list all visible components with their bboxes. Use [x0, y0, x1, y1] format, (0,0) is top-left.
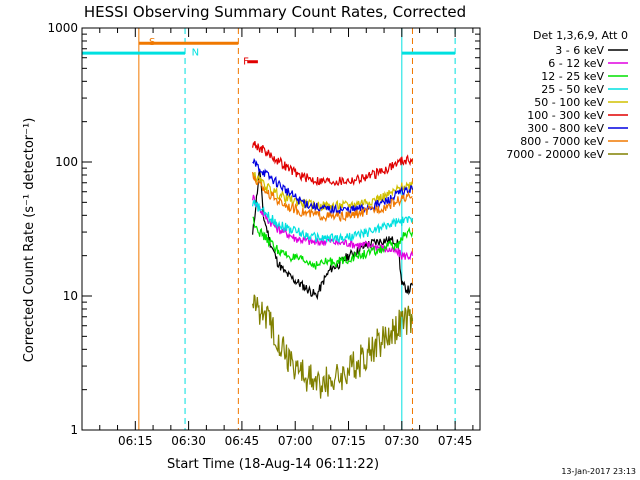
series-line-6-12-kev	[252, 194, 414, 261]
x-tick-label: 06:45	[225, 434, 260, 448]
x-tick-label: 07:45	[438, 434, 473, 448]
series-line-25-50-kev	[252, 199, 414, 244]
legend-label: 300 - 800 keV	[527, 122, 604, 135]
series-line-800-7000-kev	[252, 171, 413, 223]
y-tick-label: 1000	[47, 21, 78, 35]
series-line-300-800-kev	[252, 157, 414, 217]
flag-label-s: S	[149, 37, 155, 48]
y-axis-label: Corrected Count Rate (s⁻¹ detector⁻¹)	[22, 118, 37, 363]
series-line-50-100-kev	[252, 172, 414, 212]
legend-label: 50 - 100 keV	[534, 96, 604, 109]
flag-label-n: N	[192, 47, 199, 58]
x-tick-label: 07:00	[278, 434, 313, 448]
legend-label: 25 - 50 keV	[541, 83, 604, 96]
plot-area: S N F	[82, 28, 456, 430]
series-line-3-6-kev	[252, 169, 414, 301]
x-tick-label: 06:30	[171, 434, 206, 448]
chart-title: HESSI Observing Summary Count Rates, Cor…	[84, 3, 466, 21]
axes: 1 10 100 1000 06:15 06:30 06:45 07:00 07:15 07:30…	[47, 21, 481, 448]
x-axis-label: Start Time (18-Aug-14 06:11:22)	[167, 457, 379, 472]
series-line-100-300-kev	[252, 140, 414, 187]
series-line-7000-20000-kev	[252, 294, 414, 399]
flag-label-f: F	[243, 57, 249, 68]
legend-title: Det 1,3,6,9, Att 0	[533, 29, 628, 42]
legend-label: 100 - 300 keV	[527, 109, 604, 122]
plot-frame	[81, 27, 481, 431]
legend-label: 7000 - 20000 keV	[506, 148, 604, 161]
legend-label: 12 - 25 keV	[541, 70, 604, 83]
x-tick-label: 07:30	[385, 434, 420, 448]
y-tick-label: 10	[63, 289, 78, 303]
legend-label: 6 - 12 keV	[548, 57, 604, 70]
series-line-12-25-kev	[252, 216, 414, 270]
footer-timestamp: 13-Jan-2017 23:13	[561, 467, 636, 476]
x-tick-label: 07:15	[331, 434, 366, 448]
y-tick-label: 100	[55, 155, 78, 169]
legend-label: 3 - 6 keV	[555, 44, 604, 57]
legend-label: 800 - 7000 keV	[520, 135, 604, 148]
x-tick-label: 06:15	[118, 434, 153, 448]
y-tick-label: 1	[70, 423, 78, 437]
